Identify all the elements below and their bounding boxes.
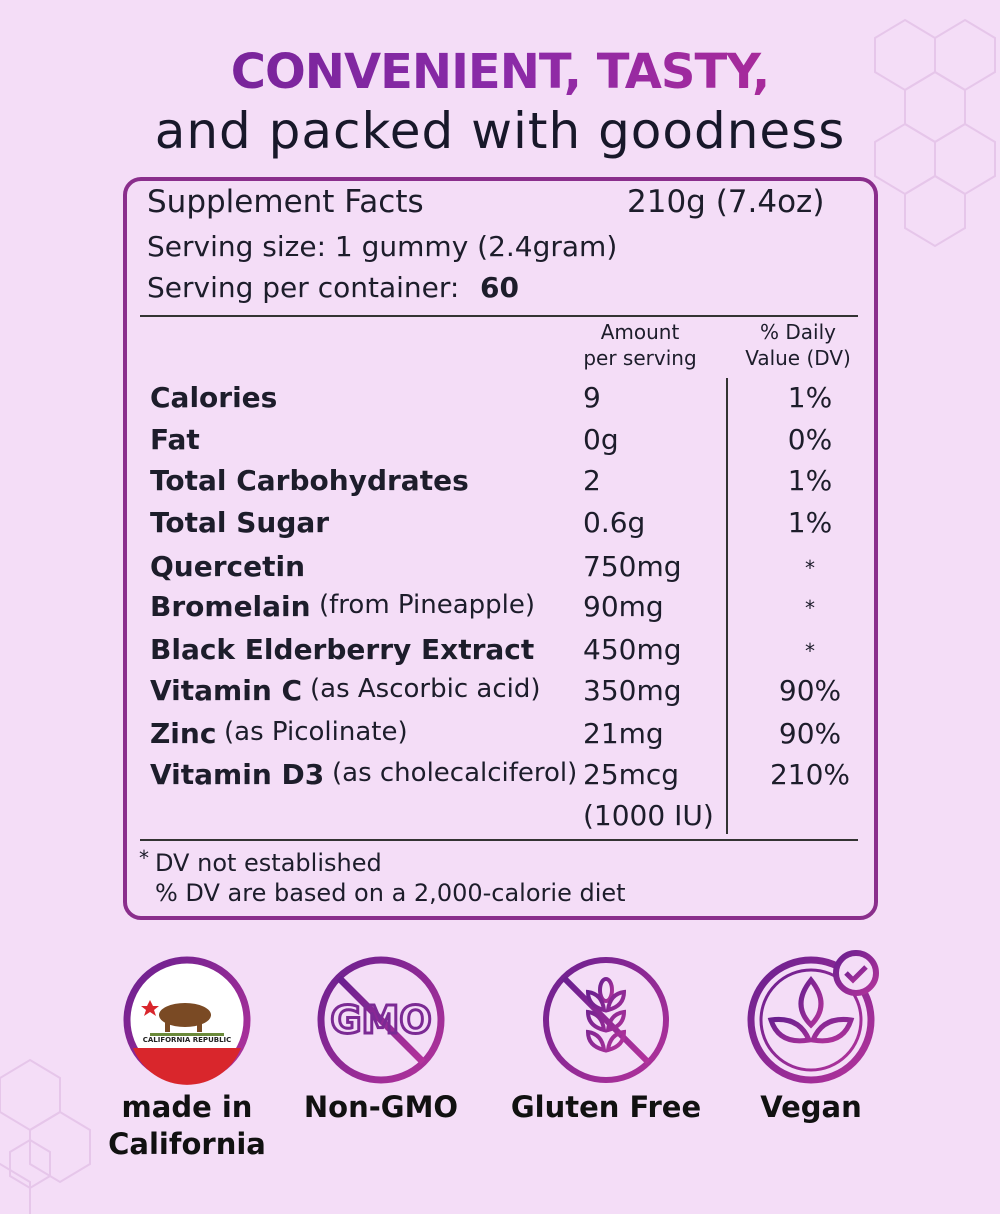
- row-note: (as Picolinate): [224, 717, 408, 747]
- col-header: % Daily: [760, 320, 836, 344]
- gluten-free-icon: [543, 957, 669, 1083]
- badge-label: Non-GMO: [303, 1090, 459, 1124]
- row-amount: 750mg: [583, 550, 682, 583]
- badge-label: Gluten Free: [510, 1090, 702, 1124]
- row-amount: (1000 IU): [583, 799, 714, 832]
- gmo-text: GMO: [330, 998, 431, 1042]
- row-name: Calories: [150, 381, 278, 414]
- badge-label: California: [108, 1127, 266, 1161]
- row-note: (as cholecalciferol): [332, 758, 578, 788]
- subheadline: and packed with goodness: [154, 102, 846, 160]
- col-header: per serving: [583, 346, 697, 370]
- row-note: (as Ascorbic acid): [310, 674, 541, 704]
- row-amount: 350mg: [583, 674, 682, 707]
- facts-panel: [123, 177, 878, 920]
- headline: CONVENIENT, TASTY,: [0, 44, 1000, 100]
- row-dv: 1%: [787, 464, 833, 497]
- row-note: (from Pineapple): [319, 590, 536, 620]
- row-name: Fat: [150, 423, 200, 456]
- badge-label: Vegan: [760, 1090, 862, 1124]
- row-amount: 90mg: [583, 590, 664, 623]
- col-header: Amount: [600, 320, 680, 344]
- divider: [140, 315, 858, 317]
- row-dv: 1%: [787, 381, 833, 414]
- row-name: Total Carbohydrates: [150, 464, 469, 497]
- row-name: Bromelain: [150, 590, 311, 623]
- non-gmo-icon: GMO: [317, 956, 445, 1084]
- badge-label: made in: [121, 1090, 253, 1124]
- row-name: Zinc: [150, 717, 217, 750]
- row-amount: 0.6g: [583, 506, 646, 539]
- row-dv: 210%: [769, 758, 851, 791]
- row-name: Quercetin: [150, 550, 306, 583]
- flag-text: CALIFORNIA REPUBLIC: [143, 1036, 232, 1044]
- serving-size: Serving size: 1 gummy (2.4gram): [147, 230, 618, 263]
- facts-title: Supplement Facts: [147, 184, 424, 220]
- servings-value: 60: [480, 271, 519, 304]
- row-dv: *: [805, 596, 815, 620]
- row-amount: 21mg: [583, 717, 664, 750]
- row-amount: 450mg: [583, 633, 682, 666]
- row-amount: 9: [583, 381, 601, 414]
- col-header: Value (DV): [745, 346, 851, 370]
- row-dv: *: [805, 639, 815, 663]
- servings-label: Serving per container:: [147, 271, 460, 304]
- row-amount: 0g: [583, 423, 619, 456]
- footnote-mark: *: [139, 846, 149, 870]
- row-amount: 2: [583, 464, 601, 497]
- row-dv: 90%: [778, 674, 842, 707]
- row-amount: 25mcg: [583, 758, 680, 791]
- footnote: DV not established: [155, 849, 382, 877]
- row-dv: 1%: [787, 506, 833, 539]
- row-dv: 0%: [787, 423, 833, 456]
- row-name: Vitamin C: [150, 674, 303, 707]
- column-rule: [726, 378, 728, 834]
- row-name: Total Sugar: [150, 506, 330, 539]
- net-weight: 210g (7.4oz): [627, 184, 825, 220]
- row-dv: 90%: [778, 717, 842, 750]
- row-name: Black Elderberry Extract: [150, 633, 535, 666]
- row-name: Vitamin D3: [150, 758, 325, 791]
- california-badge: CALIFORNIA REPUBLIC: [123, 956, 251, 1085]
- row-dv: *: [805, 556, 815, 580]
- divider: [140, 839, 858, 841]
- footnote: % DV are based on a 2,000-calorie diet: [155, 879, 626, 907]
- vegan-icon: [747, 950, 879, 1084]
